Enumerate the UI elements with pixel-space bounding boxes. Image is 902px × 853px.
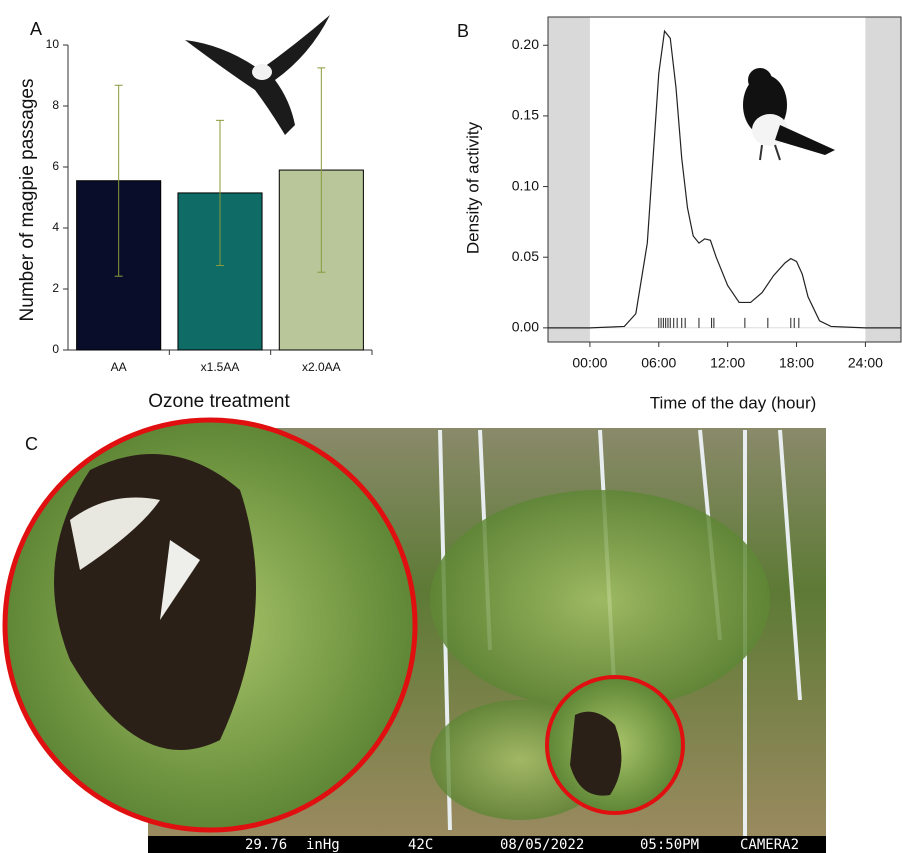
x-axis-label: Time of the day (hour)	[650, 393, 817, 412]
magpie-icon	[743, 68, 835, 161]
plot-frame	[547, 16, 902, 343]
overlay-text: 29.76	[245, 837, 287, 853]
overlay-text: 08/05/2022	[500, 837, 584, 853]
night-shade	[865, 17, 901, 342]
x-axis-label: Ozone treatment	[148, 391, 290, 412]
x-tick-label: 24:00	[848, 355, 883, 371]
density-line	[548, 29, 901, 329]
night-shade	[548, 17, 590, 342]
overlay-text: 05:50PM	[640, 837, 699, 853]
x-tick-label: x1.5AA	[201, 360, 240, 374]
photo	[2, 417, 826, 853]
y-tick-label: 6	[52, 159, 59, 173]
y-tick-label: 0.10	[512, 177, 539, 193]
panel-label: A	[30, 19, 42, 39]
y-tick-label: 2	[52, 281, 59, 295]
overlay-text: CAMERA2	[740, 837, 799, 853]
panel-label: B	[457, 21, 469, 41]
camera-overlay: 29.76 inHg 42C 08/05/2022 05:50PM CAMERA…	[245, 837, 799, 853]
x-tick-label: 18:00	[779, 355, 814, 371]
y-tick-label: 0.15	[512, 107, 539, 123]
y-tick-label: 0.05	[512, 248, 539, 264]
x-tick-label: 12:00	[710, 355, 745, 371]
y-axis-label: Number of magpie passages	[17, 79, 38, 322]
overlay-text: inHg	[306, 837, 340, 853]
x-tick-label: 00:00	[572, 355, 607, 371]
y-tick-label: 0	[52, 342, 59, 356]
panel-label: C	[25, 434, 38, 454]
magpie-icon	[185, 15, 330, 135]
x-tick-label: x2.0AA	[302, 360, 341, 374]
y-tick-label: 10	[46, 37, 60, 51]
x-tick-label: AA	[111, 360, 127, 374]
overlay-text: 42C	[408, 837, 433, 853]
y-axis-label: Density of activity	[463, 121, 482, 254]
y-tick-label: 4	[52, 220, 59, 234]
y-tick-label: 8	[52, 98, 59, 112]
y-tick-label: 0.00	[512, 319, 539, 335]
x-tick-label: 06:00	[641, 355, 676, 371]
y-tick-label: 0.20	[512, 36, 539, 52]
